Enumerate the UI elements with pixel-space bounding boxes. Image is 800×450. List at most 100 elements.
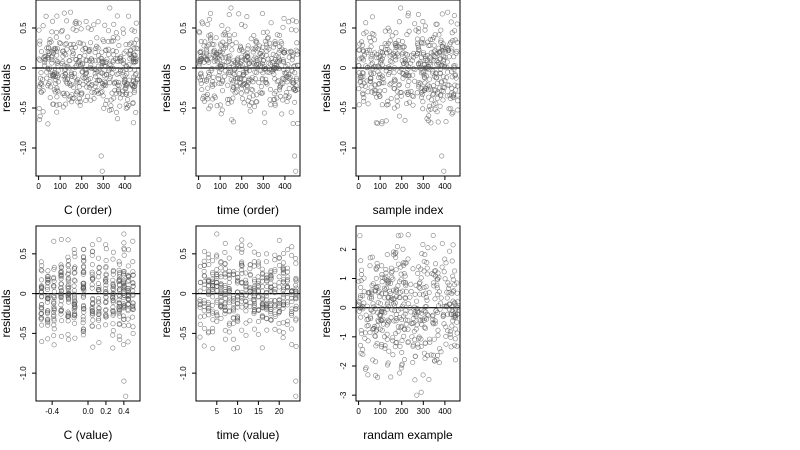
data-point — [48, 54, 54, 60]
data-point — [231, 119, 237, 125]
data-point — [197, 314, 203, 320]
data-point — [65, 76, 71, 82]
data-point — [258, 90, 264, 96]
data-point — [116, 292, 122, 298]
data-point — [38, 267, 44, 273]
data-point — [431, 245, 437, 251]
x-tick-label: 5 — [215, 407, 220, 416]
data-point — [54, 85, 60, 91]
data-point — [234, 289, 240, 295]
data-point — [356, 278, 362, 284]
data-point — [455, 107, 461, 113]
data-point — [276, 304, 282, 310]
y-axis-title: residuals — [0, 64, 13, 112]
data-point — [443, 75, 449, 81]
data-point — [258, 50, 264, 56]
data-point — [239, 242, 245, 248]
data-point — [246, 76, 252, 82]
data-point — [444, 45, 450, 51]
data-point — [404, 52, 410, 58]
data-point — [420, 50, 426, 56]
data-point — [252, 104, 258, 110]
data-point — [65, 312, 71, 318]
data-point — [250, 79, 256, 85]
data-point — [377, 301, 383, 307]
data-point — [90, 311, 96, 317]
data-point — [405, 301, 411, 307]
data-point — [42, 63, 48, 69]
data-point — [220, 55, 226, 61]
data-point — [369, 31, 375, 37]
data-point — [419, 36, 425, 42]
data-point — [211, 41, 217, 47]
data-point — [256, 289, 262, 295]
data-point — [89, 58, 95, 64]
data-point — [406, 99, 412, 105]
data-point — [116, 321, 122, 327]
data-point — [422, 355, 428, 361]
data-point — [434, 276, 440, 282]
data-point — [411, 337, 417, 343]
x-tick-label: 300 — [257, 182, 271, 191]
data-point — [450, 277, 456, 283]
data-point — [405, 326, 411, 332]
data-point — [410, 102, 416, 108]
data-point — [272, 313, 278, 319]
y-tick-label: 0 — [19, 291, 28, 296]
data-point — [414, 308, 420, 314]
x-tick-label: -0.4 — [45, 407, 59, 416]
data-point — [110, 249, 116, 255]
data-point — [358, 314, 364, 320]
data-point — [120, 57, 126, 63]
data-point — [110, 283, 116, 289]
data-point — [123, 105, 129, 111]
data-point — [430, 313, 436, 319]
data-point — [408, 281, 414, 287]
data-point — [386, 304, 392, 310]
data-point — [218, 290, 224, 296]
data-point — [442, 276, 448, 282]
data-point — [53, 34, 59, 40]
data-point — [240, 48, 246, 54]
data-point — [96, 237, 102, 243]
plot-frame — [195, 0, 301, 177]
data-point — [38, 89, 44, 95]
data-point — [439, 153, 445, 159]
data-point — [88, 26, 94, 32]
data-point — [438, 349, 444, 355]
data-point — [276, 59, 282, 65]
data-point — [393, 30, 399, 36]
data-point — [65, 294, 71, 300]
data-point — [374, 260, 380, 266]
data-point — [51, 342, 57, 348]
data-point — [103, 246, 109, 252]
data-point — [414, 392, 420, 398]
data-point — [391, 105, 397, 111]
data-point — [443, 324, 449, 330]
data-point — [279, 111, 285, 117]
data-point — [89, 275, 95, 281]
data-point — [264, 305, 270, 311]
data-point — [288, 311, 294, 317]
x-tick-label: 200 — [235, 182, 249, 191]
data-point — [400, 39, 406, 45]
data-point — [398, 93, 404, 99]
data-point — [422, 325, 428, 331]
data-point — [421, 350, 427, 356]
data-point — [235, 315, 241, 321]
data-point — [123, 101, 129, 107]
data-point — [198, 53, 204, 59]
data-point — [58, 273, 64, 279]
data-point — [81, 41, 87, 47]
data-point — [218, 287, 224, 293]
data-point — [116, 279, 122, 285]
data-point — [398, 271, 404, 277]
data-point — [426, 43, 432, 49]
data-point — [251, 263, 257, 269]
data-point — [264, 41, 270, 47]
data-point — [280, 294, 286, 300]
data-point — [368, 295, 374, 301]
data-point — [235, 304, 241, 310]
data-point — [45, 65, 51, 71]
